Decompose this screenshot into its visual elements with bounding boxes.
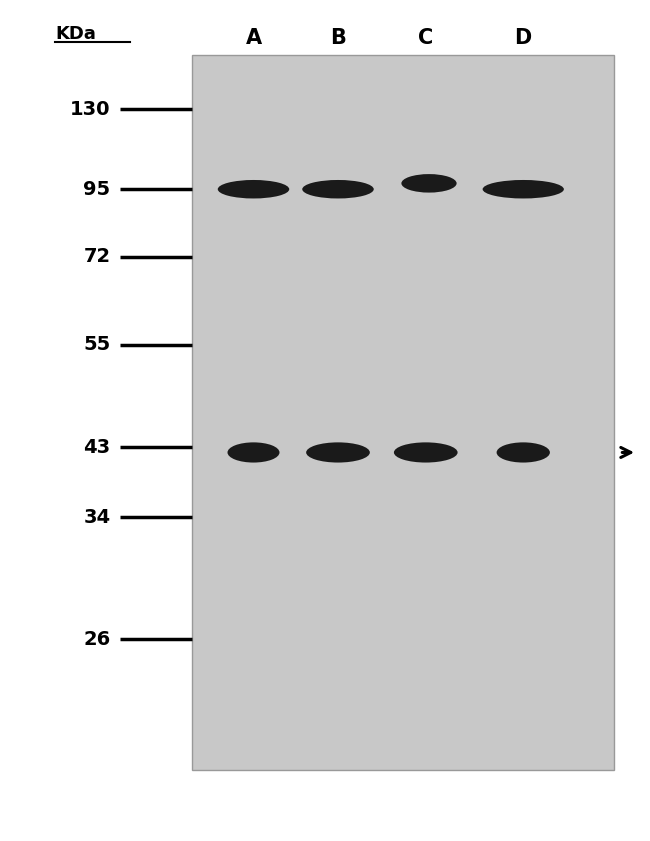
Text: 130: 130 xyxy=(70,100,111,119)
Ellipse shape xyxy=(218,180,289,198)
Text: C: C xyxy=(418,28,434,48)
Text: 34: 34 xyxy=(83,508,111,526)
Ellipse shape xyxy=(302,180,374,198)
Text: 72: 72 xyxy=(83,247,111,266)
Text: D: D xyxy=(515,28,532,48)
Bar xyxy=(192,55,614,770)
Text: 43: 43 xyxy=(83,438,111,457)
Ellipse shape xyxy=(306,442,370,463)
Text: KDa: KDa xyxy=(55,24,96,43)
Ellipse shape xyxy=(482,180,564,198)
Text: 26: 26 xyxy=(83,630,111,648)
Text: B: B xyxy=(330,28,346,48)
Ellipse shape xyxy=(394,442,458,463)
Ellipse shape xyxy=(402,174,456,193)
Ellipse shape xyxy=(227,442,280,463)
Text: 95: 95 xyxy=(83,180,111,198)
Ellipse shape xyxy=(497,442,550,463)
Text: 55: 55 xyxy=(83,336,111,354)
Text: A: A xyxy=(246,28,261,48)
